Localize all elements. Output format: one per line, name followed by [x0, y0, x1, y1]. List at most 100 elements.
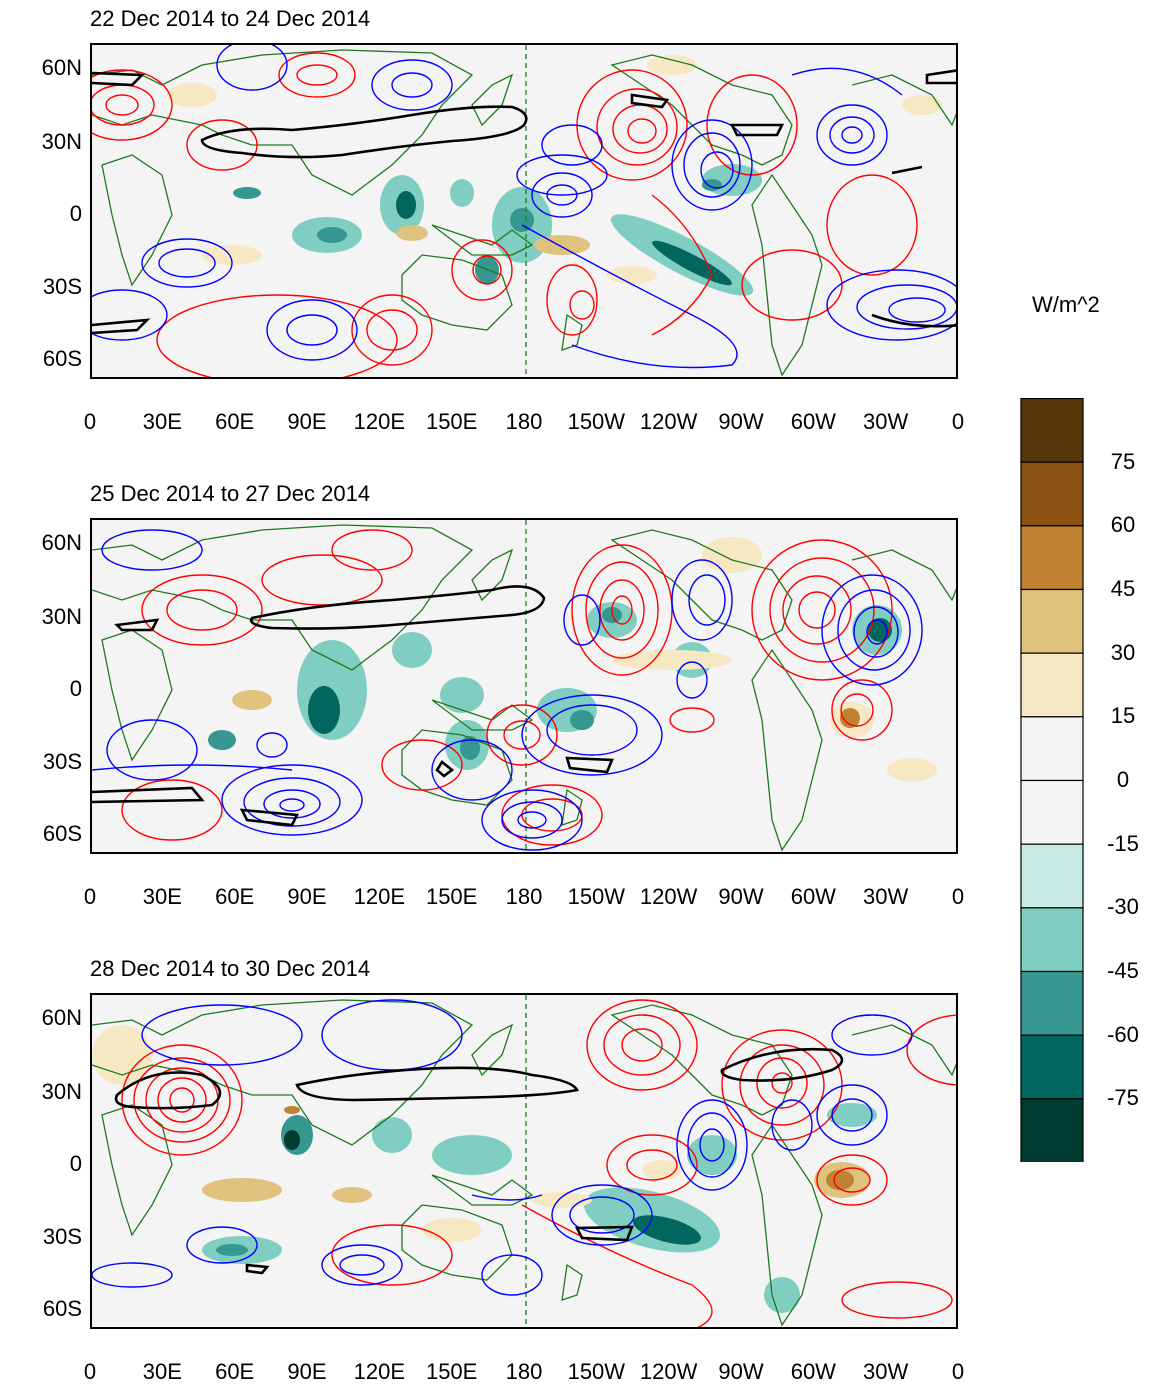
map-plot — [92, 995, 956, 1327]
y-tick-label: 30S — [42, 273, 82, 299]
panel-title: 28 Dec 2014 to 30 Dec 2014 — [90, 956, 371, 981]
x-tick-label: 90E — [287, 1359, 327, 1384]
x-tick-label: 120E — [353, 1359, 406, 1384]
x-tick-label: 120E — [353, 409, 406, 434]
y-tick-label: 30N — [41, 129, 82, 155]
x-tick-label: 90E — [287, 884, 327, 909]
x-tick-label: 0 — [83, 409, 97, 434]
colorbar-label: -30 — [1107, 894, 1139, 920]
x-tick-label: 60W — [790, 1359, 836, 1384]
x-tick-label: 180 — [505, 884, 543, 909]
zero-contours — [92, 69, 956, 335]
x-tick-label: 150W — [567, 1359, 626, 1384]
colorbar-box — [1020, 398, 1084, 463]
y-tick-label: 60N — [41, 530, 82, 556]
colorbar-label: -75 — [1107, 1085, 1139, 1111]
positive-contours — [92, 52, 918, 377]
x-tick-label: 60E — [215, 884, 255, 909]
y-tick-label: 30S — [42, 748, 82, 774]
colorbar-label: -15 — [1107, 830, 1139, 856]
positive-contours — [121, 999, 956, 1327]
x-tick-label: 120E — [353, 884, 406, 909]
negative-contours — [92, 529, 923, 851]
x-tick-label: 30E — [142, 884, 182, 909]
colorbar-label: 0 — [1116, 767, 1130, 792]
y-tick-label: 30N — [41, 1079, 82, 1105]
x-tick-label: 0 — [951, 409, 965, 434]
zero-contours — [92, 585, 614, 827]
olr-anomaly-shading — [167, 55, 942, 296]
colorbar-box — [1020, 970, 1084, 1036]
map-panel-2: 25 Dec 2014 to 27 Dec 2014 — [0, 475, 1000, 925]
map-frame — [90, 43, 958, 379]
x-tick-label: 150W — [567, 409, 626, 434]
colorbar-title: W/m^2 — [1032, 292, 1100, 317]
y-tick-label: 60S — [42, 345, 82, 371]
x-tick-label: 60E — [215, 1359, 255, 1384]
colorbar-box — [1020, 907, 1084, 973]
x-tick-label: 150E — [425, 409, 478, 434]
y-tick-label: 0 — [69, 200, 82, 226]
map-plot — [92, 520, 956, 852]
y-tick-label: 60N — [41, 55, 82, 81]
y-tick-label: 60S — [42, 820, 82, 846]
x-tick-label: 150E — [425, 884, 478, 909]
colorbar-box — [1020, 1098, 1084, 1162]
negative-contours — [92, 45, 956, 369]
colorbar-label: 15 — [1110, 703, 1136, 729]
colorbar-box — [1020, 779, 1084, 845]
y-tick-label: 60N — [41, 1005, 82, 1031]
x-tick-label: 150W — [567, 884, 626, 909]
y-tick-label: 60S — [42, 1295, 82, 1321]
x-tick-label: 180 — [505, 409, 543, 434]
x-tick-label: 30W — [863, 409, 909, 434]
x-tick-label: 30W — [863, 884, 909, 909]
x-tick-label: 120W — [639, 884, 698, 909]
x-tick-label: 60W — [790, 409, 836, 434]
colorbar-label: 30 — [1110, 639, 1136, 665]
y-tick-label: 30S — [42, 1223, 82, 1249]
x-tick-label: 0 — [951, 1359, 965, 1384]
coastlines — [92, 49, 956, 377]
negative-contours — [92, 999, 913, 1296]
x-tick-label: 60E — [215, 409, 255, 434]
map-panel-3: 28 Dec 2014 to 30 Dec 2014 — [0, 950, 1000, 1393]
x-tick-label: 90E — [287, 409, 327, 434]
map-panel-1: 22 Dec 2014 to 24 Dec 2014 — [0, 0, 1000, 450]
colorbar-box — [1020, 525, 1084, 591]
colorbar-label: 45 — [1110, 576, 1136, 601]
colorbar-box — [1020, 716, 1084, 782]
map-frame — [90, 518, 958, 854]
colorbar-box — [1020, 843, 1084, 909]
olr-anomaly-shading — [208, 537, 937, 782]
x-tick-label: 30E — [142, 1359, 182, 1384]
colorbar — [1020, 398, 1084, 1162]
x-tick-label: 150E — [425, 1359, 478, 1384]
map-plot — [92, 45, 956, 377]
colorbar-box — [1020, 1034, 1084, 1100]
x-tick-label: 0 — [83, 884, 97, 909]
panel-title: 25 Dec 2014 to 27 Dec 2014 — [90, 481, 371, 506]
x-tick-label: 180 — [505, 1359, 543, 1384]
x-tick-label: 90W — [718, 409, 764, 434]
colorbar-label: -60 — [1107, 1021, 1139, 1047]
y-tick-label: 30N — [41, 604, 82, 630]
x-tick-label: 120W — [639, 1359, 698, 1384]
zero-contours — [114, 1047, 844, 1275]
colorbar-label: 75 — [1110, 448, 1136, 474]
y-tick-label: 0 — [69, 675, 82, 701]
panel-title: 22 Dec 2014 to 24 Dec 2014 — [90, 6, 371, 31]
colorbar-box — [1020, 652, 1084, 718]
x-tick-label: 120W — [639, 409, 698, 434]
x-tick-label: 90W — [718, 884, 764, 909]
x-tick-label: 0 — [951, 884, 965, 909]
colorbar-label: 60 — [1110, 512, 1136, 538]
x-tick-label: 60W — [790, 884, 836, 909]
x-tick-label: 0 — [83, 1359, 97, 1384]
x-tick-label: 30E — [142, 409, 182, 434]
colorbar-box — [1020, 461, 1084, 527]
y-tick-label: 0 — [69, 1150, 82, 1176]
map-frame — [90, 993, 958, 1329]
x-tick-label: 30W — [863, 1359, 909, 1384]
colorbar-box — [1020, 588, 1084, 654]
